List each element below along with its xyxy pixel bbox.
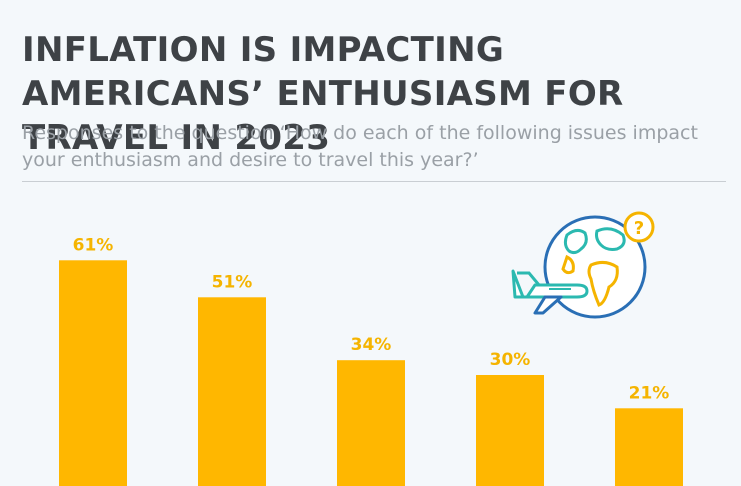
- bar-value-label-4: 30%: [490, 350, 531, 370]
- bar-value-label-5: 21%: [629, 383, 670, 403]
- globe-airplane-question-icon: ?: [505, 205, 655, 320]
- chart-title: INFLATION IS IMPACTING AMERICANS’ ENTHUS…: [22, 30, 624, 158]
- bar-3: [337, 360, 405, 486]
- bar-value-label-3: 34%: [351, 335, 392, 355]
- bar-value-label-2: 51%: [212, 272, 253, 292]
- bar-1: [59, 260, 127, 486]
- divider: [22, 181, 726, 182]
- svg-text:?: ?: [634, 218, 644, 239]
- bar-4: [476, 375, 544, 486]
- bar-value-label-1: 61%: [73, 235, 114, 255]
- bar-2: [198, 297, 266, 486]
- bar-5: [615, 408, 683, 486]
- chart-subtitle: Responses to the question ‘How do each o…: [22, 122, 698, 171]
